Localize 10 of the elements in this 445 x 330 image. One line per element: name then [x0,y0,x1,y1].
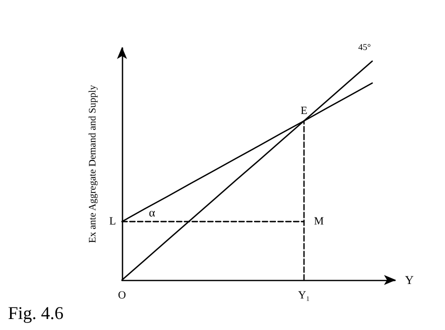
series-label: 45° [358,42,372,52]
x-axis-title: Y [405,273,414,287]
x-tick-label: Y₁ [298,290,310,302]
caption: Fig. 4.6 [8,303,64,323]
annotation: α [148,206,156,220]
y-axis-title: Ex ante Aggregate Demand and Supply [88,84,98,244]
text: L [109,216,116,228]
annotation: E [300,104,308,117]
annotation: M [314,216,324,228]
x-tick-label: O [118,290,126,302]
